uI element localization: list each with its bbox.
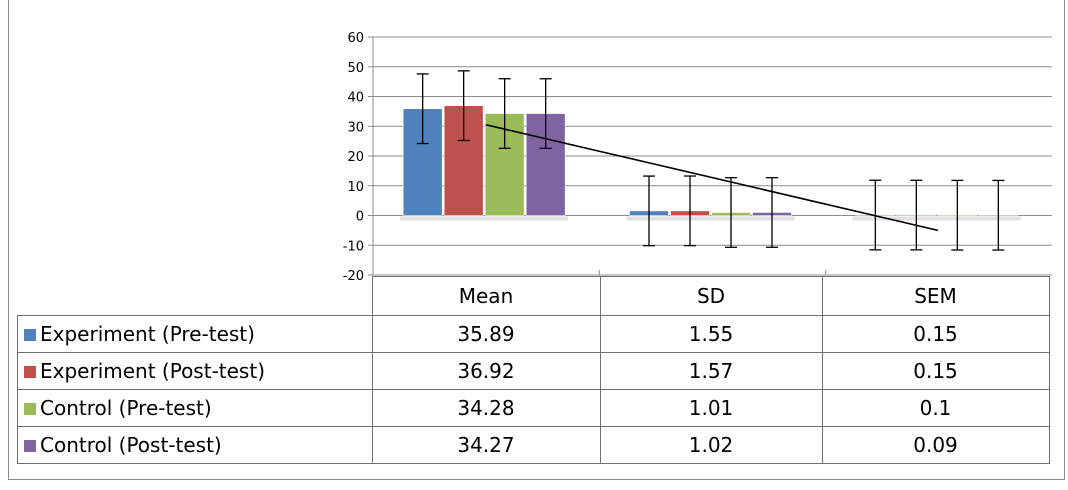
- legend-label: Experiment (Pre-test): [40, 322, 255, 346]
- y-tick-label: 60: [347, 31, 364, 46]
- legend-entry-experiment-pre: Experiment (Pre-test): [17, 315, 373, 353]
- legend-entry-experiment-post: Experiment (Post-test): [17, 352, 373, 390]
- table-row: Experiment (Post-test) 36.92 1.57 0.15: [17, 352, 1050, 390]
- legend-entry-control-pre: Control (Pre-test): [17, 389, 373, 427]
- table-cell: 0.15: [821, 352, 1050, 390]
- table-row: Control (Pre-test) 34.28 1.01 0.1: [17, 389, 1050, 427]
- y-tick-label: 30: [347, 120, 364, 135]
- bar-shadow: [626, 216, 795, 221]
- y-tick-label: 0: [356, 210, 364, 225]
- table-cell: 34.27: [371, 426, 601, 464]
- table-cell: 1.01: [599, 389, 823, 427]
- legend-swatch: [24, 366, 36, 378]
- table-corner: [17, 276, 373, 316]
- legend-swatch: [24, 329, 36, 341]
- table-cell: 1.55: [599, 315, 823, 353]
- bar-shadow: [400, 216, 569, 221]
- y-tick-label: 40: [347, 91, 364, 106]
- table-cell: 1.02: [599, 426, 823, 464]
- legend-label: Experiment (Post-test): [40, 359, 265, 383]
- column-header-sem: SEM: [821, 276, 1050, 316]
- table-cell: 0.09: [821, 426, 1050, 464]
- table-cell: 1.57: [599, 352, 823, 390]
- table-row: Experiment (Pre-test) 35.89 1.55 0.15: [17, 315, 1050, 353]
- bar-shadow: [852, 216, 1021, 221]
- chart-frame: [8, 0, 1065, 480]
- trendline: [485, 123, 939, 232]
- data-table: Mean SD SEM Experiment (Pre-test) 35.89 …: [17, 276, 1050, 464]
- y-tick-label: 20: [347, 150, 364, 165]
- y-tick-label: 10: [347, 180, 364, 195]
- legend-swatch: [24, 403, 36, 415]
- y-tick-label: -20: [343, 269, 364, 280]
- legend-swatch: [24, 440, 36, 452]
- chart-plot: 60 50 40 30 20 10 0 -10 -20: [343, 31, 1052, 280]
- table-cell: 36.92: [371, 352, 601, 390]
- table-cell: 34.28: [371, 389, 601, 427]
- table-cell: 0.1: [821, 389, 1050, 427]
- table-cell: 35.89: [371, 315, 601, 353]
- legend-entry-control-post: Control (Post-test): [17, 426, 373, 464]
- y-tick-label: 50: [347, 61, 364, 76]
- y-tick-label: -10: [343, 239, 364, 254]
- table-cell: 0.15: [821, 315, 1050, 353]
- legend-label: Control (Post-test): [40, 433, 222, 457]
- table-header-row: Mean SD SEM: [17, 276, 1050, 316]
- column-header-sd: SD: [599, 276, 823, 316]
- legend-label: Control (Pre-test): [40, 396, 212, 420]
- column-header-mean: Mean: [371, 276, 601, 316]
- table-row: Control (Post-test) 34.27 1.02 0.09: [17, 426, 1050, 464]
